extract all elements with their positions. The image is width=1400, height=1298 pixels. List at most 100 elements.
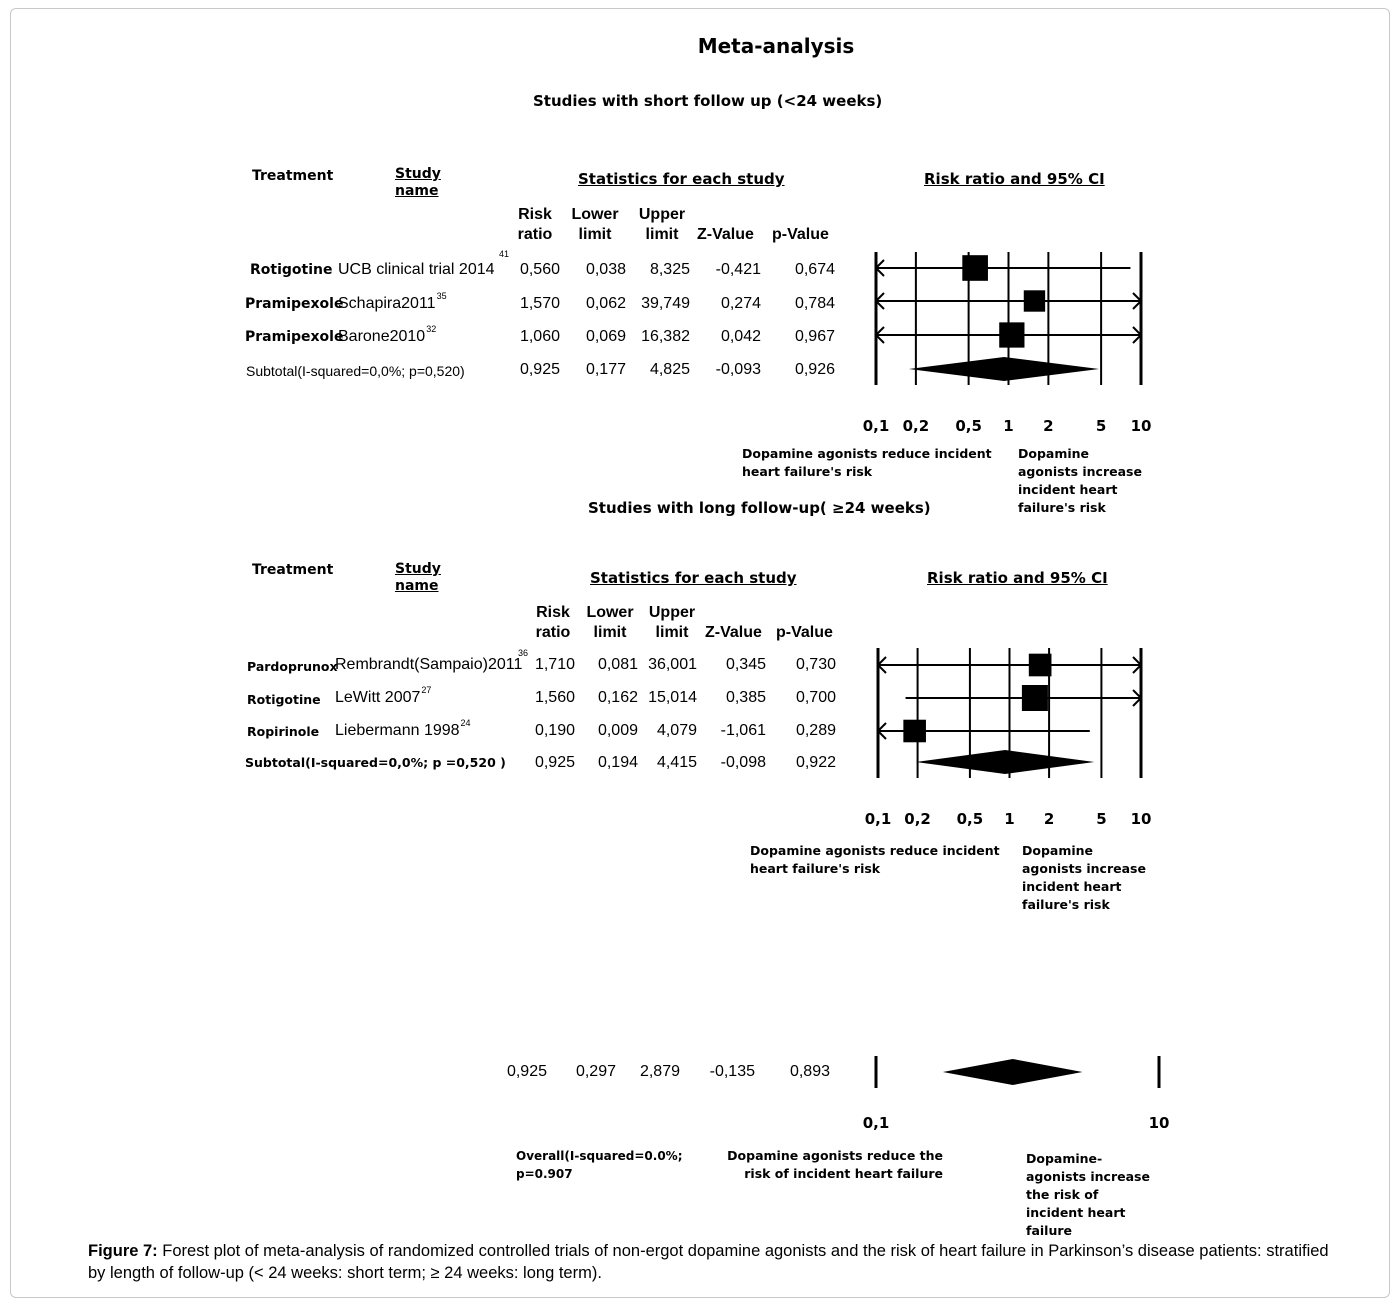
col-p-value: p-Value <box>772 226 829 243</box>
col-risk-ratio: Risk ratio <box>517 206 553 243</box>
z-value-cell: -0,135 <box>709 1063 755 1080</box>
reference-superscript: 41 <box>499 249 510 259</box>
ci-arrow-left <box>874 326 885 344</box>
tick-label: 0,1 <box>863 1114 890 1132</box>
risk-ratio-cell: 1,710 <box>534 656 575 673</box>
ci-arrow-left <box>876 656 887 674</box>
lower-limit-cell: 0,194 <box>597 754 638 771</box>
p-value-cell: 0,784 <box>794 295 835 312</box>
z-value-cell: 0,042 <box>720 328 761 345</box>
upper-limit-cell: 4,825 <box>649 361 690 378</box>
left-direction-note: Dopamine agonists reduce incident heart … <box>742 446 992 479</box>
tick-label: 0,1 <box>863 417 890 435</box>
tick-label: 0,5 <box>957 810 984 828</box>
z-value-cell: -0,421 <box>715 261 761 278</box>
risk-ratio-cell: 1,560 <box>534 689 575 706</box>
ci-arrow-left <box>876 722 887 740</box>
study-name-header: Study name <box>395 166 441 199</box>
figure-title: Meta-analysis <box>697 34 855 58</box>
caption-label: Figure 7: <box>88 1242 158 1260</box>
p-value-cell: 0,674 <box>794 261 835 278</box>
ci-arrow-left <box>874 259 885 277</box>
z-value-cell: 0,385 <box>725 689 766 706</box>
study-cell: LeWitt 200727 <box>335 685 432 706</box>
study-cell: Barone201032 <box>338 324 437 345</box>
summary-diamond <box>908 357 1100 381</box>
tick-label: 5 <box>1096 810 1106 828</box>
ci-arrow-right <box>1132 689 1143 707</box>
upper-limit-cell: 2,879 <box>639 1063 680 1080</box>
treatment-cell: Rotigotine <box>247 692 321 707</box>
reference-superscript: 27 <box>421 685 432 695</box>
p-value-cell: 0,893 <box>789 1063 830 1080</box>
treatment-cell: Pramipexole <box>245 296 344 312</box>
lower-limit-cell: 0,062 <box>585 295 626 312</box>
z-value-cell: -0,093 <box>715 361 761 378</box>
risk-ratio-cell: 1,570 <box>519 295 560 312</box>
left-direction-note: Dopamine agonists reduce incident heart … <box>750 843 1000 876</box>
point-estimate-box <box>1028 653 1052 677</box>
stats-header: Statistics for each study <box>590 569 797 587</box>
tick-label: 1 <box>1003 417 1013 435</box>
panel-subtitle: Studies with long follow-up( ≥24 weeks) <box>588 499 931 517</box>
col-z-value: Z-Value <box>697 226 754 243</box>
study-cell: Schapira201135 <box>338 291 447 312</box>
right-direction-note: Dopamine agonists increase incident hear… <box>1022 843 1146 912</box>
tick-label: 0,2 <box>904 810 931 828</box>
summary-diamond <box>942 1059 1083 1085</box>
risk-ratio-cell: 0,190 <box>534 722 575 739</box>
ci-arrow-right <box>1132 326 1143 344</box>
p-value-cell: 0,967 <box>794 328 835 345</box>
lower-limit-cell: 0,009 <box>597 722 638 739</box>
col-z-value: Z-Value <box>705 624 762 641</box>
col-lower-limit: Lower limit <box>586 604 634 641</box>
left-direction-note: Dopamine agonists reduce the risk of inc… <box>727 1148 943 1181</box>
upper-limit-cell: 4,079 <box>656 722 697 739</box>
z-value-cell: -1,061 <box>720 722 766 739</box>
ci-arrow-left <box>874 292 885 310</box>
tick-label: 5 <box>1096 417 1106 435</box>
tick-label: 10 <box>1131 810 1152 828</box>
stats-header: Statistics for each study <box>578 170 785 188</box>
plot-header: Risk ratio and 95% CI <box>927 569 1108 587</box>
risk-ratio-cell: 0,560 <box>519 261 560 278</box>
col-risk-ratio: Risk ratio <box>535 604 571 641</box>
treatment-header: Treatment <box>252 168 334 184</box>
tick-label: 0,2 <box>903 417 930 435</box>
caption-text: Forest plot of meta-analysis of randomiz… <box>88 1242 1329 1282</box>
reference-superscript: 36 <box>518 648 529 658</box>
subtotal-label: Subtotal(I-squared=0,0%; p =0,520 ) <box>245 755 506 770</box>
z-value-cell: -0,098 <box>720 754 766 771</box>
risk-ratio-cell: 1,060 <box>519 328 560 345</box>
overall-label-line1: Overall(I-squared=0.0%; <box>516 1149 683 1163</box>
upper-limit-cell: 15,014 <box>648 689 697 706</box>
point-estimate-box <box>903 719 926 743</box>
lower-limit-cell: 0,069 <box>585 328 626 345</box>
study-name-header: Study name <box>395 561 441 594</box>
tick-label: 10 <box>1149 1114 1170 1132</box>
study-cell: Liebermann 199824 <box>335 718 471 739</box>
z-value-cell: 0,345 <box>725 656 766 673</box>
col-upper-limit: Upper limit <box>638 206 686 243</box>
overall-label-line2: p=0.907 <box>516 1167 573 1181</box>
reference-superscript: 35 <box>436 291 447 301</box>
lower-limit-cell: 0,038 <box>585 261 626 278</box>
risk-ratio-cell: 0,925 <box>534 754 575 771</box>
ci-arrow-right <box>1132 292 1143 310</box>
risk-ratio-cell: 0,925 <box>506 1063 547 1080</box>
upper-limit-cell: 39,749 <box>641 295 690 312</box>
study-cell: Rembrandt(Sampaio)2011 <box>335 656 523 673</box>
p-value-cell: 0,700 <box>795 689 836 706</box>
point-estimate-box <box>1021 685 1048 711</box>
tick-label: 0,1 <box>865 810 892 828</box>
tick-label: 0,5 <box>955 417 982 435</box>
treatment-cell: Ropirinole <box>247 724 320 739</box>
point-estimate-box <box>1023 290 1046 312</box>
col-lower-limit: Lower limit <box>571 206 619 243</box>
p-value-cell: 0,730 <box>795 656 836 673</box>
point-estimate-box <box>999 322 1025 348</box>
overall-label: Overall(I-squared=0.0%; p=0.907 <box>516 1147 683 1183</box>
p-value-cell: 0,926 <box>794 361 835 378</box>
upper-limit-cell: 36,001 <box>648 656 697 673</box>
